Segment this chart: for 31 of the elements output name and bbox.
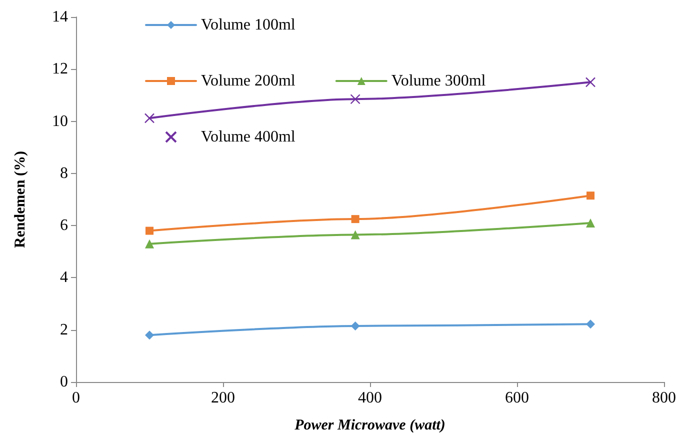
point: [145, 239, 154, 248]
point: [146, 226, 154, 235]
x-tick-label: 800: [652, 390, 676, 406]
legend-label: Volume 300ml: [391, 72, 486, 90]
y-tick-label: 8: [60, 164, 68, 182]
point: [144, 113, 155, 124]
y-tick-label: 14: [52, 8, 68, 26]
y-tick-label: 2: [60, 321, 68, 338]
x-tick-label: 600: [505, 390, 529, 406]
point: [350, 321, 360, 330]
y-tick-label: 10: [52, 112, 68, 130]
point: [351, 215, 360, 224]
x-tick-label: 200: [211, 390, 235, 406]
legend-label: Volume 200ml: [201, 72, 296, 90]
legend-label: Volume 100ml: [201, 16, 296, 34]
point: [145, 330, 154, 340]
point: [350, 230, 360, 240]
point: [350, 94, 360, 104]
y-tick-label: 4: [60, 269, 68, 286]
point: [586, 320, 595, 329]
y-tick-label: 0: [60, 374, 68, 390]
x-tick-label: 400: [358, 390, 382, 406]
y-axis-title: Rendemen (%): [12, 150, 28, 248]
y-tick-label: 12: [52, 60, 68, 78]
point: [585, 77, 596, 88]
x-tick-label: 0: [72, 390, 80, 406]
point: [586, 218, 595, 228]
x-axis-title: Power Microwave (watt): [294, 418, 446, 434]
y-tick-label: 6: [60, 217, 68, 234]
legend-label: Volume 400ml: [201, 128, 296, 146]
point: [586, 192, 594, 200]
